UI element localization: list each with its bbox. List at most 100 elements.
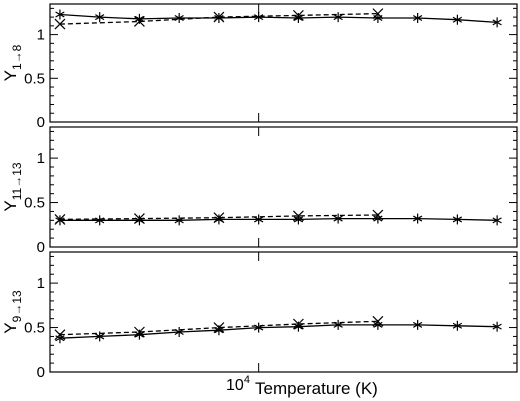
data-point-x bbox=[292, 9, 304, 21]
series-line-solid bbox=[59, 217, 498, 221]
y-axis-label-symbol: Υ bbox=[1, 200, 20, 211]
asterisk-stroke bbox=[293, 14, 304, 22]
series-line-dashed bbox=[59, 214, 378, 221]
x-tick-exponent: 4 bbox=[244, 374, 250, 386]
data-point-x bbox=[134, 213, 145, 224]
plot-frame bbox=[49, 251, 518, 373]
y-tick-label: 0.5 bbox=[24, 320, 45, 337]
data-point-x bbox=[292, 318, 304, 330]
x-stroke bbox=[372, 209, 384, 221]
plot-frame bbox=[49, 3, 518, 123]
asterisk-stroke bbox=[293, 216, 304, 223]
y-tick-label: 0 bbox=[37, 239, 45, 256]
data-point-asterisk bbox=[492, 17, 502, 28]
x-stroke bbox=[134, 326, 145, 338]
asterisk-stroke bbox=[254, 216, 264, 223]
data-point-x bbox=[54, 214, 66, 225]
data-point-asterisk bbox=[412, 12, 423, 23]
asterisk-stroke bbox=[95, 14, 105, 21]
asterisk-stroke bbox=[412, 215, 423, 222]
x-stroke bbox=[372, 8, 384, 20]
data-point-x bbox=[213, 212, 225, 224]
panel-2: 0 0.5 1 Υ11→13 bbox=[1, 126, 518, 256]
panel-1: 0 0.5 1 Υ1→8 bbox=[1, 3, 518, 131]
data-point-x bbox=[213, 322, 225, 333]
asterisk-stroke bbox=[134, 15, 145, 22]
asterisk-stroke bbox=[412, 14, 423, 22]
x-axis-label: Temperature (K) bbox=[255, 379, 378, 398]
y-axis-label: Υ11→13 bbox=[1, 162, 24, 211]
asterisk-stroke bbox=[214, 327, 224, 334]
data-point-asterisk bbox=[452, 14, 463, 25]
x-stroke bbox=[54, 329, 66, 341]
plot-frame bbox=[49, 126, 518, 248]
asterisk-stroke bbox=[254, 14, 264, 21]
y-tick-label: 0 bbox=[37, 364, 45, 381]
asterisk-stroke bbox=[492, 19, 502, 26]
x-stroke bbox=[134, 213, 145, 224]
data-point-x bbox=[134, 326, 145, 338]
data-point-x bbox=[54, 329, 66, 341]
y-axis-label: Υ1→8 bbox=[1, 44, 24, 81]
asterisk-stroke bbox=[452, 16, 463, 23]
y-tick-label: 0.5 bbox=[24, 70, 45, 87]
data-point-x bbox=[372, 8, 384, 20]
series-line-dashed bbox=[59, 320, 378, 336]
asterisk-stroke bbox=[492, 217, 502, 224]
asterisk-stroke bbox=[452, 322, 463, 329]
data-point-asterisk bbox=[95, 331, 105, 342]
series-line-dashed bbox=[59, 12, 378, 25]
x-stroke bbox=[213, 11, 225, 23]
x-stroke bbox=[134, 16, 145, 27]
asterisk-stroke bbox=[373, 215, 383, 222]
panel-3: 0 0.5 1 Υ9→13 bbox=[1, 251, 518, 381]
y-tick-label: 1 bbox=[37, 150, 45, 167]
data-point-x bbox=[54, 18, 66, 30]
data-point-asterisk bbox=[95, 12, 105, 23]
data-point-asterisk bbox=[452, 214, 463, 225]
y-tick-label: 1 bbox=[37, 275, 45, 292]
data-point-x bbox=[292, 210, 304, 222]
series-line-solid bbox=[59, 324, 498, 339]
x-stroke bbox=[372, 315, 384, 327]
asterisk-stroke bbox=[333, 321, 343, 328]
y-tick-label: 1 bbox=[37, 27, 45, 44]
x-stroke bbox=[292, 210, 304, 222]
asterisk-stroke bbox=[373, 321, 383, 328]
y-tick-label: 0.5 bbox=[24, 195, 45, 212]
x-stroke bbox=[213, 322, 225, 333]
data-point-x bbox=[372, 315, 384, 327]
y-axis-label-symbol: Υ bbox=[1, 70, 20, 81]
plot-area bbox=[54, 8, 502, 30]
plot-area bbox=[54, 209, 502, 226]
asterisk-stroke bbox=[412, 321, 423, 328]
data-point-asterisk bbox=[55, 9, 65, 20]
asterisk-stroke bbox=[134, 331, 145, 338]
data-point-asterisk bbox=[492, 215, 502, 226]
data-point-asterisk bbox=[412, 213, 423, 224]
asterisk-stroke bbox=[452, 216, 463, 223]
y-tick-label: 0 bbox=[37, 114, 45, 131]
data-point-asterisk bbox=[452, 320, 463, 331]
x-tick-label: 104 bbox=[226, 374, 250, 394]
x-stroke bbox=[54, 18, 66, 30]
x-tick-base: 10 bbox=[226, 377, 244, 394]
asterisk-stroke bbox=[492, 323, 502, 330]
asterisk-stroke bbox=[174, 328, 184, 336]
y-axis-label-subscript: 1→8 bbox=[10, 44, 24, 70]
asterisk-stroke bbox=[333, 14, 343, 21]
data-point-x bbox=[134, 16, 145, 27]
y-axis-label: Υ9→13 bbox=[1, 290, 24, 334]
x-stroke bbox=[292, 318, 304, 330]
data-point-asterisk bbox=[254, 12, 264, 23]
data-point-x bbox=[372, 209, 384, 221]
data-point-asterisk bbox=[333, 12, 343, 23]
data-point-x bbox=[213, 11, 225, 23]
asterisk-stroke bbox=[55, 335, 65, 342]
asterisk-stroke bbox=[293, 323, 304, 330]
asterisk-stroke bbox=[55, 11, 65, 18]
plot-area bbox=[54, 315, 502, 344]
data-point-asterisk bbox=[412, 319, 423, 330]
